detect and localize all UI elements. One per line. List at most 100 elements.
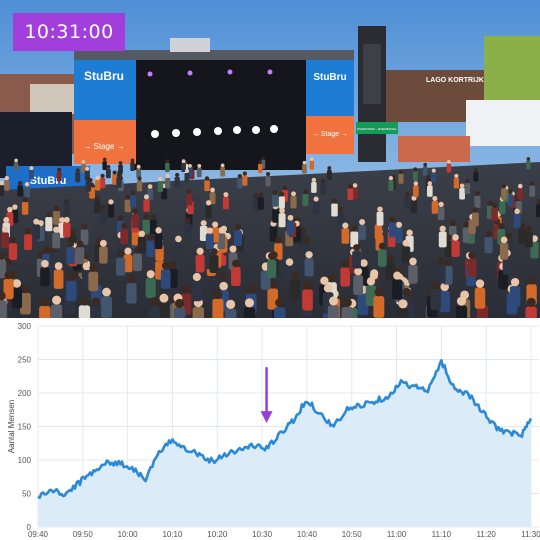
crowd-person xyxy=(265,172,271,187)
crowd-person xyxy=(204,176,210,192)
annotation-arrow xyxy=(260,367,273,424)
crowd-person xyxy=(32,218,41,240)
crowd-person xyxy=(518,222,527,245)
crowd-person xyxy=(401,239,411,264)
crowd-person xyxy=(24,227,33,251)
building-sign: LAGO KORTRIJK xyxy=(426,77,484,84)
crowd-person xyxy=(377,242,387,267)
crowd-person xyxy=(21,196,29,215)
crowd-person xyxy=(267,280,279,310)
crowd-person xyxy=(50,295,63,318)
crowd-person xyxy=(28,166,34,180)
crowd-person xyxy=(191,272,202,302)
crowd-person xyxy=(94,195,101,214)
crowd-person xyxy=(184,168,190,183)
crowd-person xyxy=(455,296,468,318)
x-tick-label: 10:50 xyxy=(342,530,363,539)
crowd-person xyxy=(8,236,18,260)
crowd-person xyxy=(385,254,395,281)
y-tick-label: 50 xyxy=(22,490,31,499)
crowd-person xyxy=(102,157,107,170)
y-tick-label: 300 xyxy=(18,322,32,331)
x-tick-label: 10:10 xyxy=(162,530,183,539)
crowd-person xyxy=(143,194,150,212)
crowd-person xyxy=(105,164,111,179)
crowd-person xyxy=(257,160,263,174)
building-left-roof xyxy=(30,84,78,114)
crowd-person xyxy=(257,192,264,210)
crowd-person xyxy=(352,183,358,200)
crowd-person xyxy=(412,167,418,182)
crowd-person xyxy=(136,176,143,192)
crowd-person xyxy=(120,222,129,245)
y-tick-label: 200 xyxy=(18,389,32,398)
crowd-person xyxy=(205,200,212,219)
crowd-person xyxy=(524,225,533,248)
crowd-person xyxy=(112,170,118,185)
crowd-person xyxy=(199,220,208,242)
y-tick-label: 250 xyxy=(18,356,32,365)
crowd-person xyxy=(286,214,295,236)
stage-banner-right-orange xyxy=(306,116,354,154)
crowd-person xyxy=(53,262,64,289)
crowd-person xyxy=(154,227,163,250)
crowd-person xyxy=(186,188,193,206)
crowd-person xyxy=(145,270,156,298)
crowd-person xyxy=(331,198,338,217)
crowd-person xyxy=(350,225,359,248)
crowd-person xyxy=(173,298,186,318)
crowd-person xyxy=(267,252,277,278)
crowd-person xyxy=(101,287,112,318)
y-tick-label: 150 xyxy=(18,423,32,432)
stage-roof-box xyxy=(170,38,210,52)
crowd-person xyxy=(302,160,307,174)
crowd-person xyxy=(107,199,115,218)
crowd-person xyxy=(237,174,243,189)
crowd-person xyxy=(242,171,248,186)
crowd-person xyxy=(130,158,135,172)
crowd-person xyxy=(436,257,446,284)
y-tick-label: 100 xyxy=(18,456,32,465)
crowd-person xyxy=(311,177,317,193)
crowd-person xyxy=(88,264,99,292)
stage-roof xyxy=(74,50,354,60)
crowd-person xyxy=(165,173,171,189)
crowd-person xyxy=(99,173,106,189)
crowd-person xyxy=(181,159,186,173)
crowd-person xyxy=(529,181,536,197)
crowd-person xyxy=(131,208,139,229)
crowd-person xyxy=(231,259,241,287)
crowd-person xyxy=(66,272,77,302)
crowd-person xyxy=(464,178,471,194)
crowd-person xyxy=(220,163,225,177)
crowd-person xyxy=(302,189,309,207)
stage-opening xyxy=(134,60,306,170)
crowd-person xyxy=(116,250,126,276)
stage-sign-right: → Stage → xyxy=(312,131,348,138)
crowd-person xyxy=(165,159,170,172)
crowd-person xyxy=(501,183,507,200)
crowd-person xyxy=(56,167,62,182)
stage-logo-right: StuBru xyxy=(313,72,346,83)
crowd-person xyxy=(471,207,479,227)
x-tick-label: 09:50 xyxy=(73,530,94,539)
series-line xyxy=(37,359,533,499)
crowd-person xyxy=(217,227,226,250)
crowd-person xyxy=(446,159,452,173)
crowd-person xyxy=(340,260,350,287)
crowd-person xyxy=(63,216,71,238)
crowd-person xyxy=(3,271,14,300)
crowd-person xyxy=(289,272,300,301)
speaker-stack xyxy=(363,44,381,104)
crowd-person xyxy=(353,267,364,296)
crowd-person xyxy=(274,298,286,318)
chart-panel: 0 50 100 150 200 250 300 09:40 09:50 10:00 10:10 1… xyxy=(0,318,540,540)
crowd-person xyxy=(4,175,10,191)
crowd-person xyxy=(136,164,142,179)
x-tick-label: 11:20 xyxy=(476,530,496,539)
crowd-person xyxy=(80,223,89,245)
crowd-person xyxy=(499,236,509,260)
crowd-person xyxy=(224,299,237,318)
crowd-person xyxy=(209,187,216,205)
crowd-person xyxy=(0,291,7,318)
